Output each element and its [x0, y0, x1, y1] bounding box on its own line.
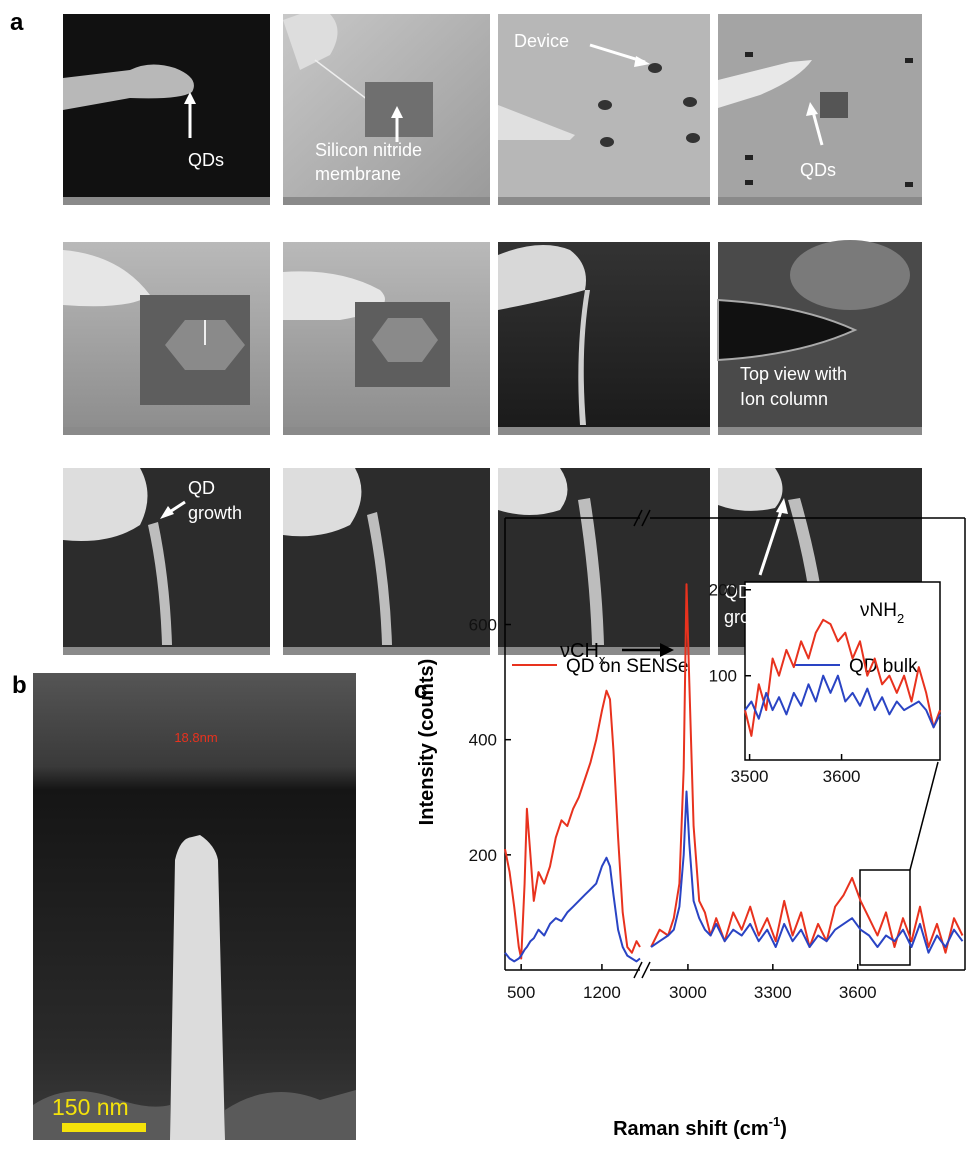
sem-image — [63, 242, 270, 435]
y-tick-label: 200 — [469, 846, 497, 865]
annotation-text: νNH — [860, 600, 897, 621]
sem-image — [63, 468, 270, 655]
annotation: growth — [188, 503, 242, 523]
sem-image — [63, 14, 270, 205]
x-tick-label: 1200 — [583, 983, 621, 1002]
annotation: membrane — [315, 164, 401, 184]
series-line — [505, 691, 640, 959]
sem-image — [498, 242, 710, 435]
y-tick-label: 400 — [469, 731, 497, 750]
x-tick-label: 3500 — [731, 767, 769, 786]
sem-image — [498, 468, 710, 655]
x-tick-label: 3300 — [754, 983, 792, 1002]
annotation: QD — [188, 478, 215, 498]
legend-label: QD on SENSe — [566, 656, 689, 677]
legend-label: QD bulk — [849, 656, 918, 677]
sem-image — [283, 468, 490, 655]
figure: a b c — [0, 0, 968, 1167]
measurement-label: 18.8nm — [174, 730, 217, 745]
x-axis-label-text: Raman shift (cm — [613, 1118, 769, 1140]
scale-bar-label: 150 nm — [52, 1094, 129, 1120]
annotation: growth — [724, 607, 778, 627]
y-tick-label: 200 — [709, 581, 737, 600]
y-axis-label: Intensity (counts) — [416, 659, 438, 826]
annotation: Silicon nitride — [315, 140, 422, 160]
annotation: QDs — [800, 160, 836, 180]
x-tick-label: 3600 — [823, 767, 861, 786]
annotation: QDs — [188, 150, 224, 170]
panel-label: a — [10, 9, 24, 36]
x-tick-label: 3600 — [839, 983, 877, 1002]
x-axis-label-superscript: -1 — [769, 1114, 781, 1129]
y-tick-label: 100 — [709, 667, 737, 686]
panel-label: b — [12, 672, 27, 699]
sem-image — [283, 242, 490, 435]
annotation: Top view with — [740, 364, 847, 384]
annotation-subscript: 2 — [897, 611, 904, 626]
zoom-connector — [910, 762, 938, 870]
annotation: Ion column — [740, 389, 828, 409]
page: a b c — [0, 0, 968, 1167]
y-tick-label: 600 — [469, 616, 497, 635]
annotation: Device — [514, 31, 569, 51]
x-axis-label-suffix: ) — [780, 1118, 787, 1140]
x-tick-label: 500 — [507, 983, 535, 1002]
x-axis-label: Raman shift (cm-1) — [613, 1114, 787, 1140]
x-tick-label: 3000 — [669, 983, 707, 1002]
